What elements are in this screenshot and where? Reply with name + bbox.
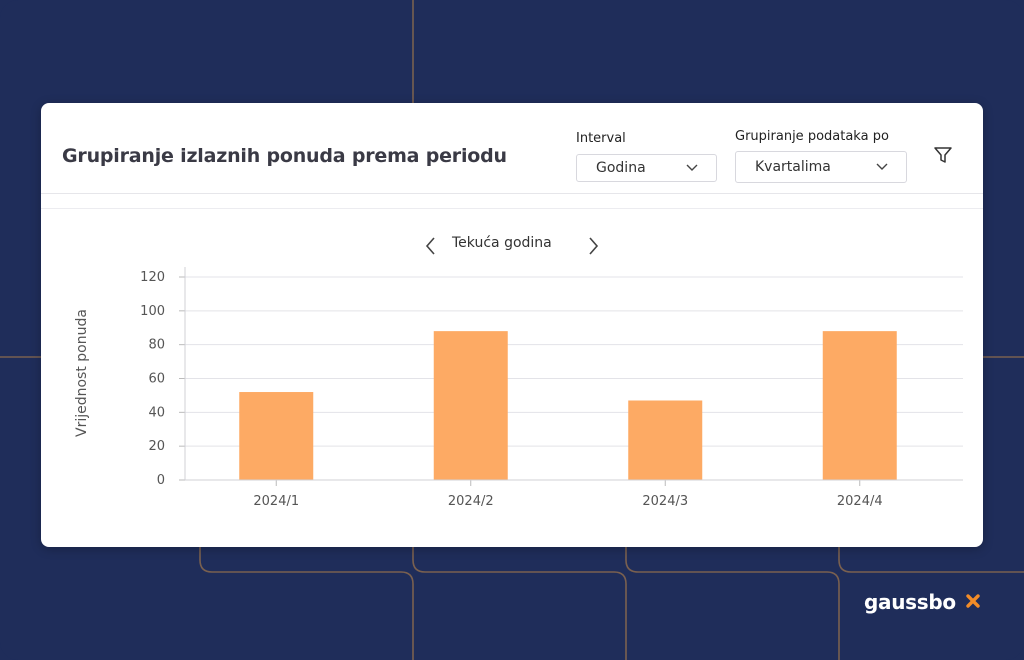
previous-period-button[interactable]: [424, 234, 438, 258]
bar-2024-2: [433, 331, 508, 480]
bar-chart: 0 20 40 60 80 100 120 2024/1 2024/2 2024/3 2024/4: [140, 267, 963, 509]
grouping-select[interactable]: Kvartalima: [735, 151, 907, 183]
next-period-button[interactable]: [586, 234, 600, 258]
bar-2024-1: [239, 392, 314, 480]
card-header: [41, 103, 983, 194]
interval-label: Interval: [576, 131, 626, 146]
interval-select-value: Godina: [596, 160, 646, 176]
y-tick-label: 0: [157, 473, 165, 488]
grouping-label: Grupiranje podataka po: [735, 129, 889, 144]
chevron-down-icon: [876, 163, 888, 170]
y-tick-label: 120: [140, 270, 165, 285]
y-tick-label: 80: [148, 338, 165, 353]
brand-x-icon: [966, 594, 980, 608]
x-tick-label: 2024/4: [837, 494, 883, 509]
filter-icon[interactable]: [933, 145, 953, 165]
y-tick-label: 60: [148, 372, 165, 387]
bar-2024-3: [628, 400, 703, 480]
x-tick-label: 2024/1: [253, 494, 299, 509]
y-tick-label: 20: [148, 439, 165, 454]
y-tick-label: 40: [148, 405, 165, 420]
period-label: Tekuća godina: [452, 235, 552, 251]
x-tick-label: 2024/2: [448, 494, 494, 509]
bar-2024-4: [822, 331, 897, 480]
grouping-select-value: Kvartalima: [755, 159, 831, 175]
interval-select[interactable]: Godina: [576, 154, 717, 182]
chevron-down-icon: [686, 164, 698, 171]
chart-card: Grupiranje izlaznih ponuda prema periodu…: [41, 103, 983, 547]
card-title: Grupiranje izlaznih ponuda prema periodu: [62, 145, 507, 167]
brand-logo-text: gaussbo: [864, 590, 956, 614]
header-divider: [41, 208, 983, 209]
y-tick-label: 100: [140, 304, 165, 319]
x-tick-label: 2024/3: [642, 494, 688, 509]
